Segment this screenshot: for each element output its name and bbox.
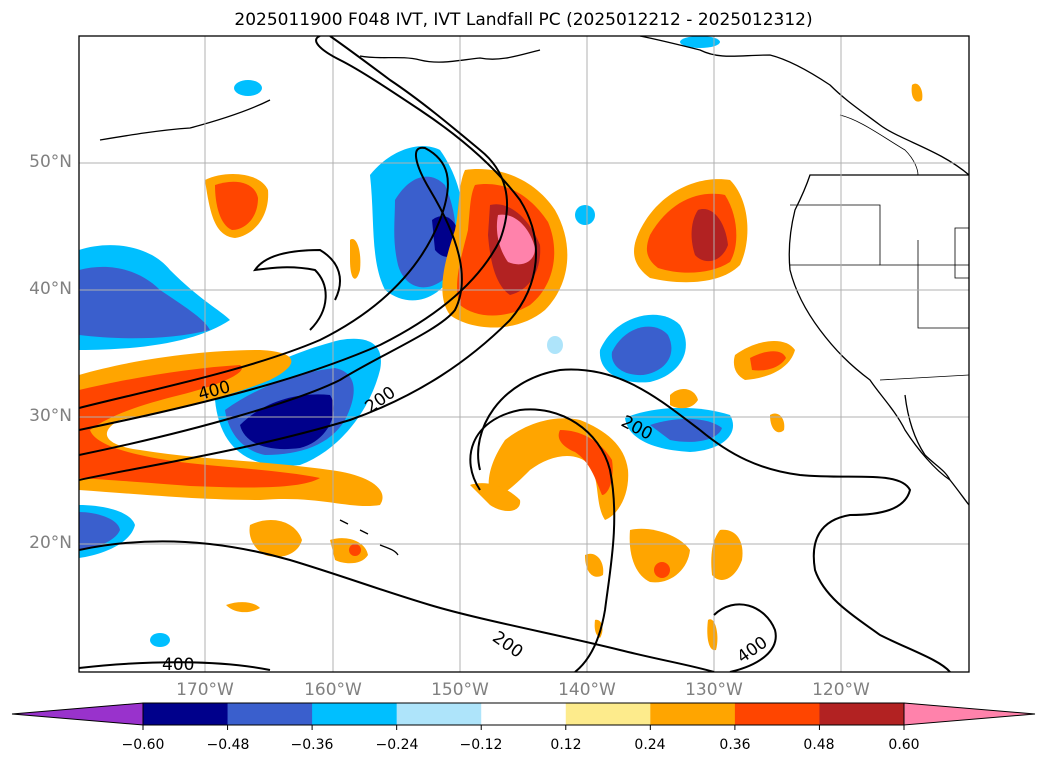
lon-label: 160°W bbox=[304, 680, 362, 700]
lon-label: 140°W bbox=[558, 680, 616, 700]
lon-label: 120°W bbox=[812, 680, 870, 700]
coastlines bbox=[99, 36, 969, 556]
colorbar-tick-label: −0.48 bbox=[206, 737, 250, 753]
plot-frame bbox=[78, 35, 970, 673]
colorbar-segment bbox=[565, 703, 651, 725]
colorbar-extend-min bbox=[11, 702, 144, 726]
lat-label: 30°N bbox=[29, 406, 72, 426]
colorbar-segment bbox=[227, 703, 313, 725]
colorbar-segment bbox=[396, 703, 482, 725]
contour-400-north bbox=[79, 36, 537, 481]
colorbar-tick-label: 0.12 bbox=[550, 737, 582, 753]
contour-400-southeast bbox=[713, 603, 777, 672]
lat-label: 40°N bbox=[29, 279, 72, 299]
colorbar-segment bbox=[481, 703, 567, 725]
lon-label: 130°W bbox=[685, 680, 743, 700]
colorbar-tick-label: 0.36 bbox=[719, 737, 751, 753]
lat-label: 50°N bbox=[29, 152, 72, 172]
contour-200-north bbox=[79, 146, 463, 456]
contour-200-west-loop bbox=[252, 248, 341, 331]
colorbar-tick-label: 0.24 bbox=[634, 737, 666, 753]
state-borders bbox=[790, 114, 969, 381]
colorbar-tick-label: 0.60 bbox=[888, 737, 920, 753]
lat-label: 20°N bbox=[29, 533, 72, 553]
colorbar-segment bbox=[143, 703, 229, 725]
colorbar-tick-label: −0.12 bbox=[459, 737, 503, 753]
contour-label: 400 bbox=[162, 655, 194, 675]
lon-label: 170°W bbox=[176, 680, 234, 700]
colorbar-tick-label: −0.24 bbox=[375, 737, 419, 753]
lon-label: 150°W bbox=[431, 680, 489, 700]
colorbar-segment bbox=[650, 703, 736, 725]
colorbar bbox=[11, 702, 1036, 730]
map-title: 2025011900 F048 IVT, IVT Landfall PC (20… bbox=[234, 10, 813, 30]
gridlines bbox=[79, 36, 969, 672]
colorbar-extend-max bbox=[903, 702, 1036, 726]
contour-400-south bbox=[79, 540, 715, 672]
contour-200-central bbox=[477, 368, 951, 672]
colorbar-segment bbox=[819, 703, 905, 725]
colorbar-tick-label: −0.60 bbox=[121, 737, 165, 753]
ivt-contours bbox=[79, 36, 951, 672]
colorbar-segment bbox=[312, 703, 398, 725]
colorbar-tick-label: −0.36 bbox=[290, 737, 334, 753]
colorbar-tick-label: 0.48 bbox=[803, 737, 835, 753]
colorbar-segment bbox=[734, 703, 820, 725]
